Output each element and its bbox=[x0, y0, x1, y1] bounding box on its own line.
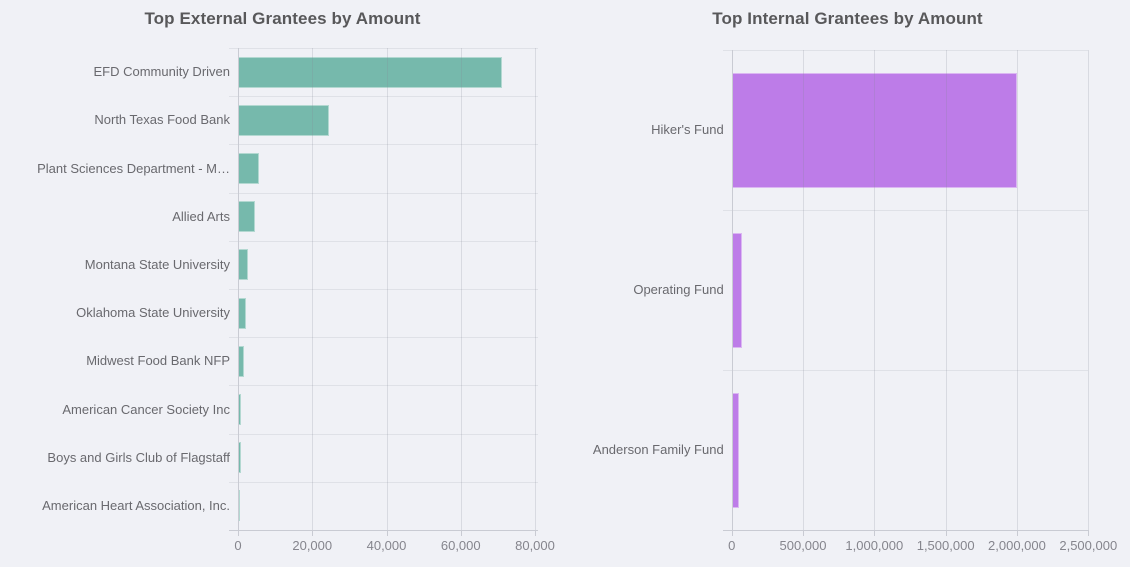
external-chart-plot-area: 0 20,000 40,000 60,000 80,000 EFD Community D… bbox=[37, 48, 555, 553]
x-axis-tick-mark bbox=[803, 530, 804, 536]
external-grantees-chart: Top External Grantees by Amount 0 20,000 4… bbox=[37, 9, 555, 553]
category-label: Anderson Family Fund bbox=[592, 442, 724, 457]
x-tick-label: 40,000 bbox=[366, 538, 407, 553]
row-separator bbox=[229, 192, 538, 194]
x-axis-tick-mark bbox=[945, 530, 947, 536]
category-label: Plant Sciences Department - M… bbox=[37, 160, 230, 176]
y-axis-line bbox=[238, 48, 239, 530]
gridline bbox=[945, 50, 947, 530]
x-axis-line bbox=[722, 530, 1089, 531]
internal-chart-title: Top Internal Grantees by Amount bbox=[712, 9, 983, 28]
y-axis-line bbox=[731, 50, 733, 530]
x-tick-label: 60,000 bbox=[440, 538, 481, 553]
category-label: American Heart Association, Inc. bbox=[42, 497, 230, 513]
gridline bbox=[803, 50, 804, 530]
category-label: EFD Community Driven bbox=[93, 64, 230, 80]
row-separator bbox=[722, 370, 1089, 371]
x-axis-tick-mark bbox=[874, 530, 876, 536]
internal-grantees-chart: Top Internal Grantees by Amount 0 500,000… bbox=[565, 0, 1130, 567]
gridline bbox=[535, 48, 536, 530]
x-tick-label: 0 bbox=[234, 538, 242, 553]
gridline bbox=[874, 50, 876, 530]
row-separator bbox=[229, 481, 538, 483]
gridline bbox=[1088, 50, 1090, 530]
row-separator bbox=[722, 210, 1089, 211]
x-tick-label: 20,000 bbox=[292, 538, 333, 553]
internal-chart-plot-area: 0 500,000 1,000,000 1,500,000 2,000,000 2,500… bbox=[593, 50, 1117, 553]
category-label: Montana State University bbox=[84, 256, 230, 272]
row-separator bbox=[229, 337, 538, 339]
x-axis-tick-mark bbox=[312, 530, 314, 536]
x-tick-label: 80,000 bbox=[515, 538, 555, 553]
row-separator bbox=[722, 50, 1089, 51]
row-separator bbox=[229, 433, 538, 435]
x-axis-line bbox=[229, 530, 538, 531]
bar[interactable] bbox=[238, 249, 249, 281]
category-label: North Texas Food Bank bbox=[94, 112, 230, 128]
bar[interactable] bbox=[731, 392, 739, 508]
row-separator bbox=[229, 48, 538, 49]
row-separator bbox=[229, 96, 538, 98]
x-tick-label: 0 bbox=[728, 538, 736, 553]
x-axis-tick-mark bbox=[460, 530, 462, 536]
x-axis-tick-mark bbox=[1088, 530, 1090, 536]
category-label: Operating Fund bbox=[633, 282, 724, 297]
x-tick-label: 1,000,000 bbox=[845, 538, 904, 553]
gridline bbox=[386, 48, 388, 530]
row-separator bbox=[229, 385, 538, 387]
gridline bbox=[312, 48, 314, 530]
bar[interactable] bbox=[731, 72, 1017, 188]
category-label: Boys and Girls Club of Flagstaff bbox=[47, 449, 230, 465]
bar[interactable] bbox=[238, 56, 502, 88]
gridline bbox=[1016, 50, 1018, 530]
category-label: Oklahoma State University bbox=[76, 305, 230, 321]
category-label: American Cancer Society Inc bbox=[62, 401, 230, 417]
bar[interactable] bbox=[238, 104, 329, 136]
category-label: Midwest Food Bank NFP bbox=[86, 353, 230, 369]
x-axis-tick-mark bbox=[238, 530, 239, 536]
x-tick-label: 500,000 bbox=[779, 538, 827, 553]
x-tick-label: 1,500,000 bbox=[916, 538, 975, 553]
row-separator bbox=[229, 289, 538, 290]
gridline bbox=[460, 48, 462, 530]
x-axis-tick-mark bbox=[731, 530, 733, 536]
bar[interactable] bbox=[238, 297, 246, 329]
x-tick-label: 2,500,000 bbox=[1059, 538, 1118, 553]
category-label: Hiker's Fund bbox=[651, 122, 724, 137]
x-axis-tick-mark bbox=[386, 530, 388, 536]
external-chart-title: Top External Grantees by Amount bbox=[144, 9, 421, 28]
bar[interactable] bbox=[238, 201, 256, 233]
x-axis-tick-mark bbox=[535, 530, 536, 536]
row-separator bbox=[229, 144, 538, 146]
x-axis-tick-mark bbox=[1016, 530, 1018, 536]
category-label: Allied Arts bbox=[172, 208, 230, 224]
x-tick-label: 2,000,000 bbox=[988, 538, 1046, 553]
row-separator bbox=[229, 240, 538, 242]
bar[interactable] bbox=[238, 153, 260, 184]
bar[interactable] bbox=[731, 232, 743, 348]
